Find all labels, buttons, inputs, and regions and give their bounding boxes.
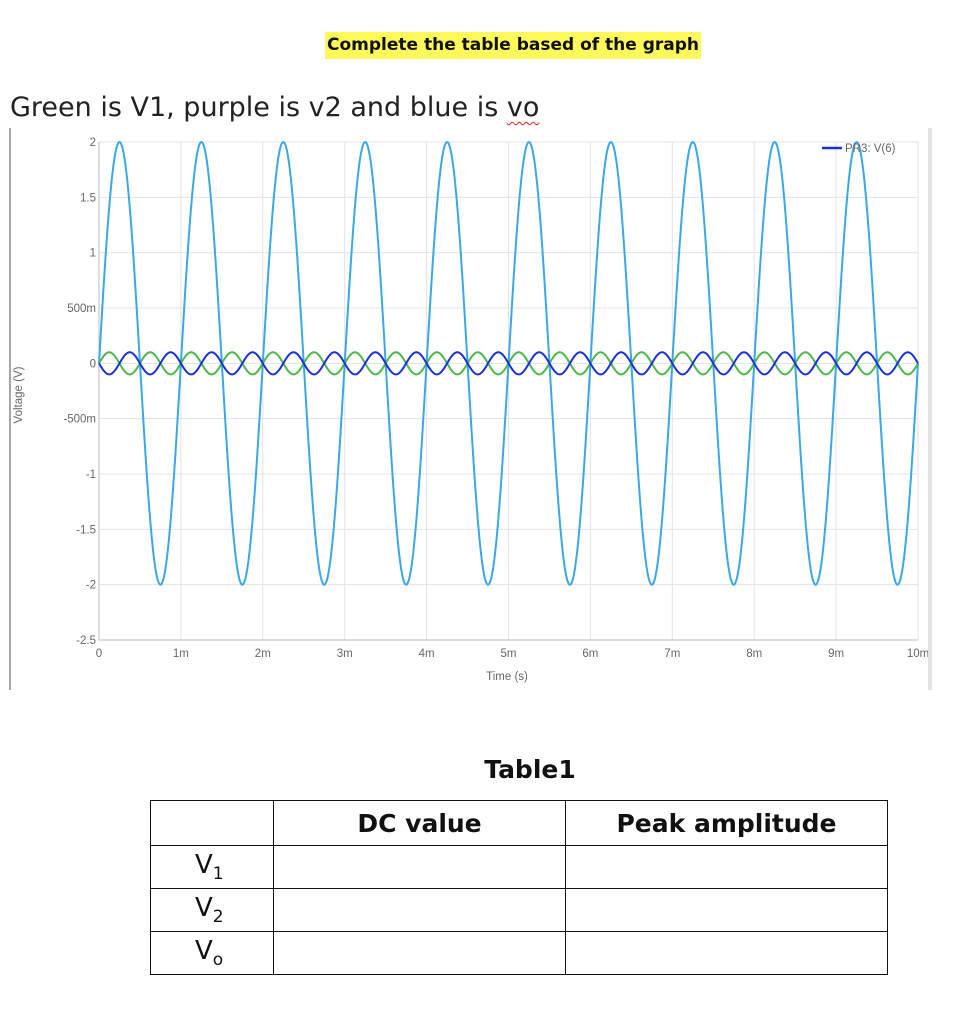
table-row-v1: V1 xyxy=(150,845,888,889)
x-tick-label: 0 xyxy=(96,648,102,660)
table-row-vo: Vo xyxy=(150,931,888,975)
chart-series xyxy=(98,140,919,586)
cell-v1-dc[interactable] xyxy=(273,845,566,889)
x-tick-label: 3m xyxy=(337,648,353,660)
right-edge-bar xyxy=(928,128,932,690)
series-v2-line xyxy=(98,351,919,376)
y-tick-label: -2.5 xyxy=(76,635,96,647)
voltage-chart: 2 1.5 1 500m 0 -500m -1 -1.5 -2 -2.5 0 1m 2m 3m 4m 5m 6… xyxy=(0,128,940,690)
x-axis-label: Time (s) xyxy=(486,671,528,683)
answer-table: DC value Peak amplitude V1 V2 Vo xyxy=(150,800,888,975)
cell-vo-peak[interactable] xyxy=(565,931,888,975)
y-tick-label: 0 xyxy=(90,358,96,370)
x-tick-label: 10m xyxy=(907,648,929,660)
y-tick-label: -2 xyxy=(86,580,96,592)
instruction-banner: Complete the table based of the graph xyxy=(325,32,702,59)
row-label-v1: V1 xyxy=(150,845,274,889)
cell-v2-peak[interactable] xyxy=(565,888,888,932)
cell-v1-peak[interactable] xyxy=(565,845,888,889)
y-tick-label: 1.5 xyxy=(80,192,96,204)
x-tick-label: 4m xyxy=(419,648,435,660)
y-axis-label: Voltage (V) xyxy=(13,366,25,423)
header-dc-value: DC value xyxy=(273,800,566,846)
x-tick-label: 1m xyxy=(173,648,189,660)
y-tick-label: 500m xyxy=(67,303,96,315)
y-tick-labels: 2 1.5 1 500m 0 -500m -1 -1.5 -2 -2.5 xyxy=(63,137,96,647)
header-peak-amplitude: Peak amplitude xyxy=(565,800,888,846)
cell-v2-dc[interactable] xyxy=(273,888,566,932)
table-header-row: DC value Peak amplitude xyxy=(150,800,888,846)
legend-label: PR3: V(6) xyxy=(845,143,896,155)
table-row-v2: V2 xyxy=(150,888,888,932)
y-tick-label: 1 xyxy=(90,248,96,260)
chart-legend: PR3: V(6) xyxy=(822,143,896,155)
table-title: Table1 xyxy=(484,755,576,784)
y-tick-label: 2 xyxy=(90,137,96,149)
x-tick-labels: 0 1m 2m 3m 4m 5m 6m 7m 8m 9m 10m xyxy=(96,648,929,660)
y-tick-label: -1.5 xyxy=(76,524,96,536)
cell-vo-dc[interactable] xyxy=(273,931,566,975)
series-description-text: Green is V1, purple is v2 and blue is xyxy=(10,92,507,123)
x-tick-label: 5m xyxy=(501,648,517,660)
x-tick-label: 6m xyxy=(582,648,598,660)
row-label-v2: V2 xyxy=(150,888,274,932)
x-tick-label: 8m xyxy=(746,648,762,660)
x-tick-label: 2m xyxy=(255,648,271,660)
y-tick-label: -1 xyxy=(86,469,96,481)
header-blank xyxy=(150,800,274,846)
row-label-vo: Vo xyxy=(150,931,274,975)
x-tick-label: 9m xyxy=(828,648,844,660)
series-description: Green is V1, purple is v2 and blue is vo xyxy=(10,92,539,123)
chart-grid xyxy=(98,141,919,641)
vo-label: vo xyxy=(506,92,540,123)
x-tick-label: 7m xyxy=(664,648,680,660)
y-tick-label: -500m xyxy=(63,414,96,426)
